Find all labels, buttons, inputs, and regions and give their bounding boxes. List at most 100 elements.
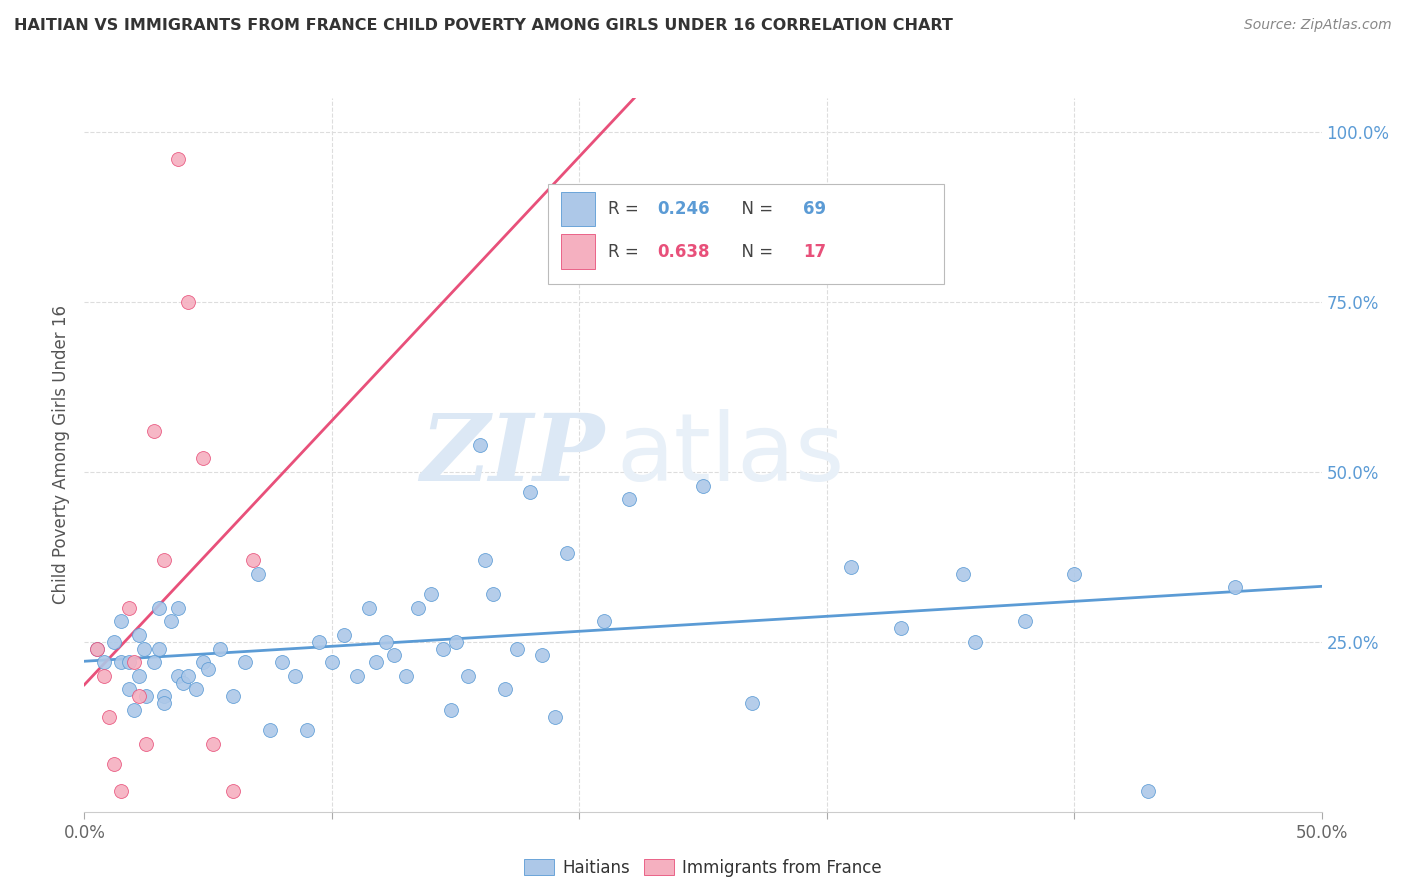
Point: [543, 709, 565, 723]
Point: [191, 655, 214, 669]
Point: [395, 669, 418, 683]
Point: [122, 655, 145, 669]
Point: [152, 689, 174, 703]
Point: [457, 669, 479, 683]
Point: [222, 689, 245, 703]
Point: [357, 600, 380, 615]
Point: [519, 485, 541, 500]
Text: HAITIAN VS IMMIGRANTS FROM FRANCE CHILD POVERTY AMONG GIRLS UNDER 16 CORRELATION: HAITIAN VS IMMIGRANTS FROM FRANCE CHILD …: [14, 18, 953, 33]
Point: [209, 641, 232, 656]
Point: [110, 655, 132, 669]
Point: [444, 635, 467, 649]
Point: [118, 682, 141, 697]
Point: [128, 669, 150, 683]
Point: [965, 635, 987, 649]
Point: [118, 655, 141, 669]
Point: [841, 560, 863, 574]
Point: [741, 696, 763, 710]
Text: N =: N =: [731, 200, 779, 218]
Point: [172, 675, 194, 690]
Point: [346, 669, 368, 683]
Point: [259, 723, 281, 738]
Point: [432, 641, 454, 656]
Point: [177, 669, 200, 683]
Point: [890, 621, 912, 635]
FancyBboxPatch shape: [548, 184, 945, 284]
Point: [1014, 615, 1036, 629]
Point: [103, 635, 125, 649]
Point: [1223, 581, 1246, 595]
Text: ZIP: ZIP: [420, 410, 605, 500]
Point: [481, 587, 503, 601]
Point: [86, 641, 108, 656]
Point: [617, 492, 640, 507]
Point: [128, 628, 150, 642]
Point: [439, 703, 461, 717]
Bar: [561, 192, 595, 226]
Point: [152, 696, 174, 710]
Point: [321, 655, 343, 669]
Text: R =: R =: [607, 243, 644, 260]
Point: [135, 737, 157, 751]
Point: [593, 615, 616, 629]
Point: [122, 703, 145, 717]
Point: [333, 628, 356, 642]
Point: [142, 424, 165, 438]
Y-axis label: Child Poverty Among Girls Under 16: Child Poverty Among Girls Under 16: [52, 305, 70, 605]
Point: [98, 709, 121, 723]
Point: [555, 546, 578, 560]
Point: [692, 478, 714, 492]
Point: [222, 784, 245, 798]
Point: [103, 757, 125, 772]
Point: [1063, 566, 1085, 581]
Point: [246, 566, 269, 581]
Point: [308, 635, 330, 649]
Point: [375, 635, 398, 649]
Point: [233, 655, 256, 669]
Point: [110, 615, 132, 629]
Text: 0.246: 0.246: [657, 200, 710, 218]
Point: [177, 295, 200, 310]
Point: [1137, 784, 1160, 798]
Legend: Haitians, Immigrants from France: Haitians, Immigrants from France: [516, 851, 890, 886]
Point: [284, 669, 307, 683]
Text: 17: 17: [803, 243, 827, 260]
Point: [531, 648, 554, 663]
Point: [142, 655, 165, 669]
Point: [494, 682, 516, 697]
Point: [167, 669, 190, 683]
Point: [197, 662, 219, 676]
Point: [184, 682, 207, 697]
Point: [160, 615, 183, 629]
Point: [167, 153, 190, 167]
Point: [148, 600, 170, 615]
Point: [382, 648, 405, 663]
Point: [295, 723, 318, 738]
Text: 69: 69: [803, 200, 827, 218]
Point: [470, 438, 492, 452]
Text: Source: ZipAtlas.com: Source: ZipAtlas.com: [1244, 18, 1392, 32]
Point: [148, 641, 170, 656]
Text: R =: R =: [607, 200, 644, 218]
Point: [242, 553, 264, 567]
Point: [93, 669, 115, 683]
Point: [128, 689, 150, 703]
Point: [167, 600, 190, 615]
Point: [419, 587, 441, 601]
Point: [132, 641, 155, 656]
Text: N =: N =: [731, 243, 779, 260]
Bar: [561, 235, 595, 268]
Point: [135, 689, 157, 703]
Point: [202, 737, 225, 751]
Point: [118, 600, 141, 615]
Point: [93, 655, 115, 669]
Point: [408, 600, 430, 615]
Point: [506, 641, 529, 656]
Point: [474, 553, 496, 567]
Point: [191, 451, 214, 466]
Point: [271, 655, 294, 669]
Point: [366, 655, 388, 669]
Text: 0.638: 0.638: [657, 243, 710, 260]
Point: [86, 641, 108, 656]
Point: [952, 566, 974, 581]
